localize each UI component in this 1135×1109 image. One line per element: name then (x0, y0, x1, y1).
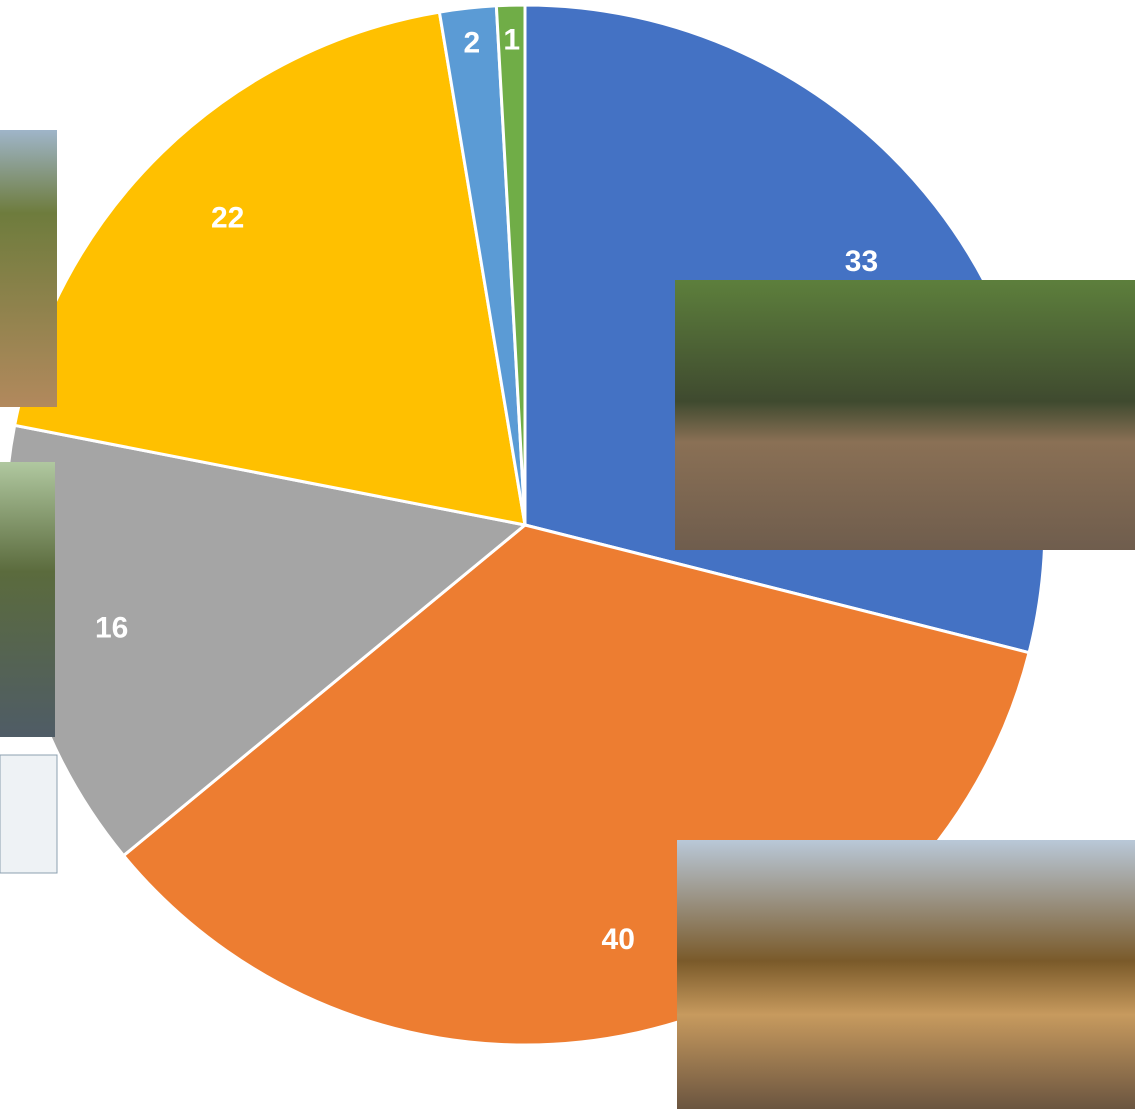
photo (0, 462, 55, 737)
data-label: 33 (845, 245, 878, 278)
data-label: 2 (463, 26, 480, 59)
data-label: 40 (602, 923, 635, 956)
pie-slice (494, 3, 527, 526)
photo (675, 280, 1135, 550)
photo (0, 130, 57, 407)
data-label: 1 (503, 24, 520, 57)
data-label: 22 (211, 201, 244, 234)
photos (0, 130, 1135, 1109)
photo (0, 754, 58, 874)
photo (677, 840, 1135, 1109)
data-label: 16 (95, 612, 128, 645)
